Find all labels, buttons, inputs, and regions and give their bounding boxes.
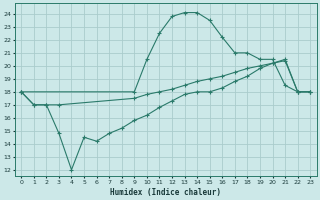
X-axis label: Humidex (Indice chaleur): Humidex (Indice chaleur) — [110, 188, 221, 197]
